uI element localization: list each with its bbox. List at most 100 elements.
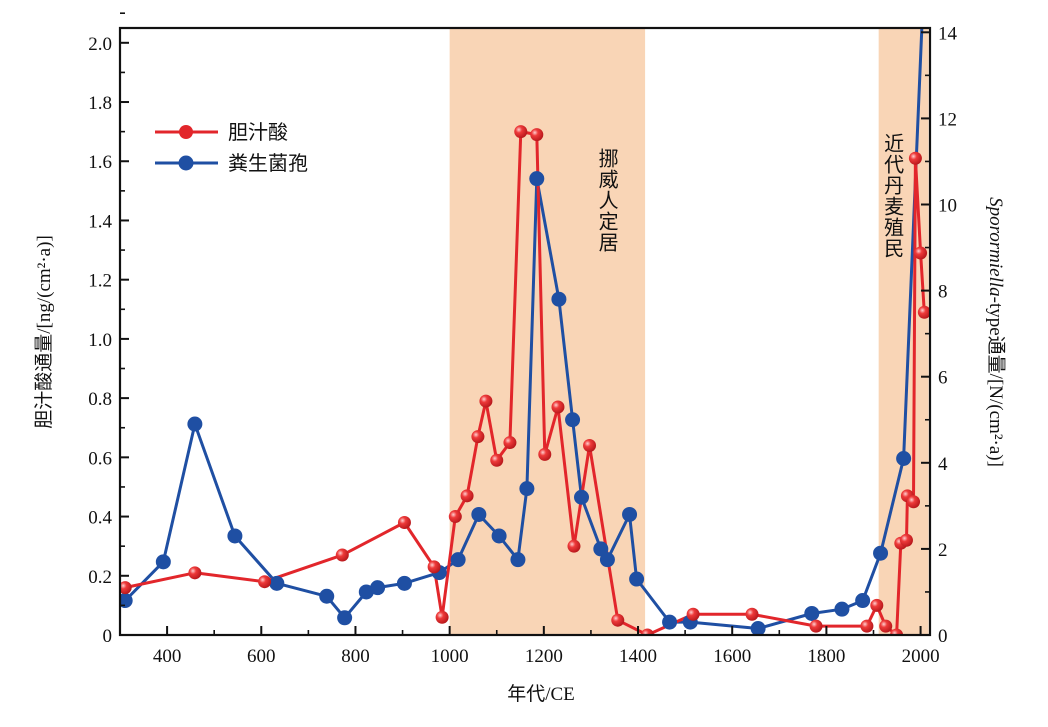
data-point-spore — [855, 593, 871, 609]
data-point-bile — [567, 539, 581, 553]
y-axis-right-label-italic: Sporormiella — [985, 197, 1006, 297]
data-point-spore — [510, 552, 526, 568]
data-point-spore — [574, 489, 590, 505]
data-point-bile — [188, 566, 202, 580]
data-point-spore — [599, 552, 615, 568]
data-point-spore — [337, 610, 353, 626]
data-point-bile — [745, 607, 759, 621]
data-point-spore — [450, 552, 466, 568]
data-point-spore — [834, 601, 850, 617]
data-point-bile — [427, 560, 441, 574]
data-point-bile — [809, 619, 823, 633]
data-point-bile — [258, 575, 272, 589]
x-tick-label: 1400 — [619, 646, 657, 667]
x-tick-label: 1000 — [431, 646, 469, 667]
y-left-tick-label: 1.2 — [88, 271, 112, 292]
data-point-bile — [870, 598, 884, 612]
data-point-bile — [471, 430, 485, 444]
x-tick-label: 2000 — [902, 646, 940, 667]
data-point-spore — [491, 528, 507, 544]
legend-marker-bile — [179, 125, 193, 139]
y-left-tick-label: 0.8 — [88, 389, 112, 410]
data-point-spore — [471, 506, 487, 522]
data-point-bile — [460, 489, 474, 503]
series-group — [120, 28, 930, 635]
x-tick-label: 400 — [153, 646, 182, 667]
data-point-bile — [890, 628, 904, 635]
x-axis-label: 年代/CE — [507, 683, 575, 705]
legend-label-spore: 粪生菌孢 — [228, 151, 308, 175]
data-point-bile — [538, 447, 552, 461]
y-right-tick-label: 10 — [938, 196, 957, 217]
shaded-period-label: 近代丹麦殖民 — [881, 133, 905, 259]
y-axis-left-label: 胆汁酸通量/[ng/(cm²·a)] — [33, 235, 55, 429]
y-axis-right-label-rest: -type通量/[N/(cm²·a)] — [985, 297, 1007, 467]
y-left-tick-label: 1.4 — [88, 211, 112, 232]
y-left-tick-label: 1.6 — [88, 152, 112, 173]
legend-marker-spore — [178, 155, 194, 171]
y-left-tick-label: 0.2 — [88, 567, 112, 588]
x-tick-label: 1600 — [713, 646, 751, 667]
data-point-spore — [593, 541, 609, 557]
data-point-bile — [583, 438, 597, 452]
data-point-bile — [530, 128, 544, 142]
y-right-tick-label: 14 — [938, 23, 958, 44]
data-point-spore — [551, 291, 567, 307]
data-point-bile — [686, 607, 700, 621]
data-point-bile — [908, 151, 922, 165]
data-point-bile — [490, 453, 504, 467]
data-point-spore — [227, 528, 243, 544]
data-point-bile — [879, 619, 893, 633]
y-left-tick-label: 0.6 — [88, 448, 112, 469]
data-point-spore — [120, 593, 133, 609]
y-right-tick-label: 2 — [938, 540, 948, 561]
data-point-bile — [917, 305, 930, 319]
data-point-bile — [640, 628, 654, 635]
data-point-spore — [358, 584, 374, 600]
data-point-bile — [397, 515, 411, 529]
data-point-spore — [629, 571, 645, 587]
data-point-bile — [551, 400, 565, 414]
data-point-spore — [750, 621, 766, 635]
data-point-spore — [896, 450, 912, 466]
x-tick-label: 1200 — [525, 646, 563, 667]
x-tick-label: 600 — [247, 646, 276, 667]
data-point-spore — [155, 554, 171, 570]
shaded-period — [449, 28, 646, 635]
y-axis-right-label: Sporormiella-type通量/[N/(cm²·a)] — [985, 197, 1007, 467]
data-point-bile — [611, 613, 625, 627]
legend-label-bile: 胆汁酸 — [228, 120, 288, 144]
y-left-tick-label: 1.0 — [88, 330, 112, 351]
y-right-tick-label: 4 — [938, 454, 948, 475]
x-tick-label: 1800 — [807, 646, 845, 667]
y-left-tick-label: 2.0 — [88, 34, 112, 55]
data-point-spore — [804, 605, 820, 621]
y-right-tick-label: 0 — [938, 626, 948, 647]
data-point-bile — [335, 548, 349, 562]
data-point-spore — [319, 588, 335, 604]
data-point-bile — [914, 246, 928, 260]
data-point-spore — [622, 506, 638, 522]
y-right-tick-label: 8 — [938, 282, 948, 303]
y-left-tick-label: 0 — [103, 626, 113, 647]
data-point-spore — [396, 575, 412, 591]
y-left-tick-label: 0.4 — [88, 508, 112, 529]
data-point-spore — [370, 580, 386, 596]
x-tick-label: 800 — [341, 646, 370, 667]
data-point-bile — [514, 125, 528, 139]
data-point-bile — [435, 610, 449, 624]
data-point-spore — [529, 171, 545, 187]
shaded-period-label: 挪威人定居 — [595, 148, 619, 253]
data-point-bile — [120, 581, 132, 595]
data-point-spore — [565, 412, 581, 428]
y-right-tick-label: 12 — [938, 109, 957, 130]
data-point-spore — [187, 416, 203, 432]
shaded-period — [878, 28, 929, 635]
plot-frame — [118, 26, 932, 637]
legend: 胆汁酸 粪生菌孢 — [155, 120, 308, 175]
data-point-spore — [873, 545, 889, 561]
data-point-bile — [448, 510, 462, 524]
data-point-bile — [907, 495, 921, 509]
